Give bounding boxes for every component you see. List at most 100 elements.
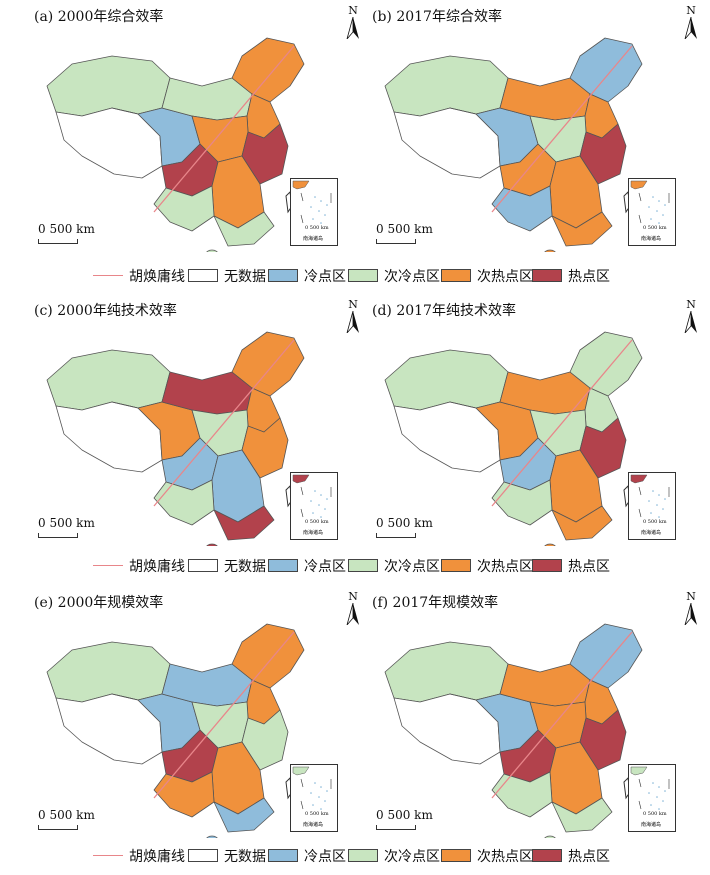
region-hainan <box>206 543 218 546</box>
north-label: N <box>686 298 696 311</box>
scale-bar: 0 500 km <box>38 222 95 244</box>
region-northwest <box>384 641 509 703</box>
panel-title: (b) 2017年综合效率 <box>372 9 502 25</box>
region-northeast <box>569 623 643 689</box>
legend-label: 冷点区 <box>304 559 346 575</box>
region-northeast <box>569 331 643 397</box>
legend-swatch <box>188 559 218 572</box>
map-panel-a: (a) 2000年综合效率 N 0 500 km 0 500 km 南海诸岛 <box>28 2 368 252</box>
legend-swatch <box>93 855 123 856</box>
panel-title: (c) 2000年纯技术效率 <box>34 303 177 319</box>
map-panel-f: (f) 2017年规模效率 N 0 500 km 0 500 km 南海诸岛 <box>366 588 706 838</box>
legend-swatch <box>532 849 562 862</box>
map-panel-c: (c) 2000年纯技术效率 N 0 500 km 0 500 km 南海诸岛 <box>28 296 368 546</box>
legend-label: 无数据 <box>224 849 266 865</box>
scale-label: 0 500 km <box>376 222 433 236</box>
panel-title: (f) 2017年规模效率 <box>372 595 499 611</box>
south-china-sea-inset: 0 500 km 南海诸岛 <box>628 472 676 540</box>
legend-label: 胡焕庸线 <box>129 559 185 575</box>
scale-bar: 0 500 km <box>376 808 433 830</box>
legend-row-1: 胡焕庸线 无数据 冷点区 次冷点区 次热点区 热点区 <box>0 266 710 286</box>
north-arrow-icon: N <box>346 590 360 628</box>
region-hainan <box>206 835 218 838</box>
scale-label: 0 500 km <box>38 222 95 236</box>
region-guangdong <box>551 211 613 247</box>
legend-swatch <box>188 849 218 862</box>
legend-row-3: 胡焕庸线 无数据 冷点区 次冷点区 次热点区 热点区 <box>0 846 710 866</box>
region-hainan <box>206 249 218 252</box>
map-panel-b: (b) 2017年综合效率 N 0 500 km 0 500 km 南海诸岛 <box>366 2 706 252</box>
region-guangdong <box>213 505 275 541</box>
hu-huanyong-line <box>153 631 295 799</box>
legend-label: 次冷点区 <box>384 849 440 865</box>
legend-swatch <box>348 849 378 862</box>
south-china-sea-inset: 0 500 km 南海诸岛 <box>290 472 338 540</box>
inset-scale-label: 0 500 km <box>643 225 667 231</box>
legend-label: 次冷点区 <box>384 559 440 575</box>
inset-scale-label: 0 500 km <box>305 811 329 817</box>
south-china-sea-inset: 0 500 km 南海诸岛 <box>628 764 676 832</box>
legend-swatch <box>441 559 471 572</box>
china-map <box>46 623 305 838</box>
hu-huanyong-line <box>491 631 633 799</box>
inset-label: 南海诸岛 <box>303 236 324 242</box>
region-northeast <box>231 331 305 397</box>
legend-swatch <box>188 269 218 282</box>
region-hainan <box>544 543 556 546</box>
region-northwest <box>46 55 171 117</box>
inset-label: 南海诸岛 <box>641 822 662 828</box>
legend-label: 胡焕庸线 <box>129 849 185 865</box>
legend-label: 次热点区 <box>477 849 533 865</box>
inset-scale-label: 0 500 km <box>305 519 329 525</box>
region-guangdong <box>551 505 613 541</box>
legend-label: 冷点区 <box>304 269 346 285</box>
legend-label: 无数据 <box>224 269 266 285</box>
south-china-sea-inset: 0 500 km 南海诸岛 <box>628 178 676 246</box>
legend-swatch <box>532 269 562 282</box>
north-label: N <box>348 298 358 311</box>
inset-scale-label: 0 500 km <box>643 811 667 817</box>
legend-swatch <box>268 559 298 572</box>
scale-bar: 0 500 km <box>38 808 95 830</box>
inset-label: 南海诸岛 <box>641 236 662 242</box>
scale-bar: 0 500 km <box>376 516 433 538</box>
north-arrow-icon: N <box>684 298 698 336</box>
hu-huanyong-line <box>491 45 633 213</box>
legend-label: 次冷点区 <box>384 269 440 285</box>
region-northeast <box>231 623 305 689</box>
legend-label: 胡焕庸线 <box>129 269 185 285</box>
scale-label: 0 500 km <box>38 516 95 530</box>
north-label: N <box>686 4 696 17</box>
legend-label: 无数据 <box>224 559 266 575</box>
scale-bar: 0 500 km <box>376 222 433 244</box>
region-hainan <box>544 249 556 252</box>
hu-huanyong-line <box>491 339 633 507</box>
panel-title: (e) 2000年规模效率 <box>34 595 164 611</box>
china-map <box>46 37 305 252</box>
legend-swatch <box>441 849 471 862</box>
legend-swatch <box>93 275 123 276</box>
north-label: N <box>348 4 358 17</box>
region-northwest <box>46 641 171 703</box>
inset-label: 南海诸岛 <box>303 530 324 536</box>
legend-swatch <box>268 269 298 282</box>
inset-scale-label: 0 500 km <box>643 519 667 525</box>
north-arrow-icon: N <box>346 4 360 42</box>
region-northeast <box>569 37 643 103</box>
legend-label: 热点区 <box>568 559 610 575</box>
legend-swatch <box>268 849 298 862</box>
hu-huanyong-line <box>153 45 295 213</box>
south-china-sea-inset: 0 500 km 南海诸岛 <box>290 764 338 832</box>
inset-label: 南海诸岛 <box>641 530 662 536</box>
south-china-sea-inset: 0 500 km 南海诸岛 <box>290 178 338 246</box>
china-map <box>46 331 305 546</box>
region-northeast <box>231 37 305 103</box>
region-northwest <box>46 349 171 411</box>
north-label: N <box>348 590 358 603</box>
china-map <box>384 37 643 252</box>
legend-label: 热点区 <box>568 849 610 865</box>
scale-bar: 0 500 km <box>38 516 95 538</box>
region-southwest <box>153 479 215 526</box>
region-northwest <box>384 349 509 411</box>
north-label: N <box>686 590 696 603</box>
